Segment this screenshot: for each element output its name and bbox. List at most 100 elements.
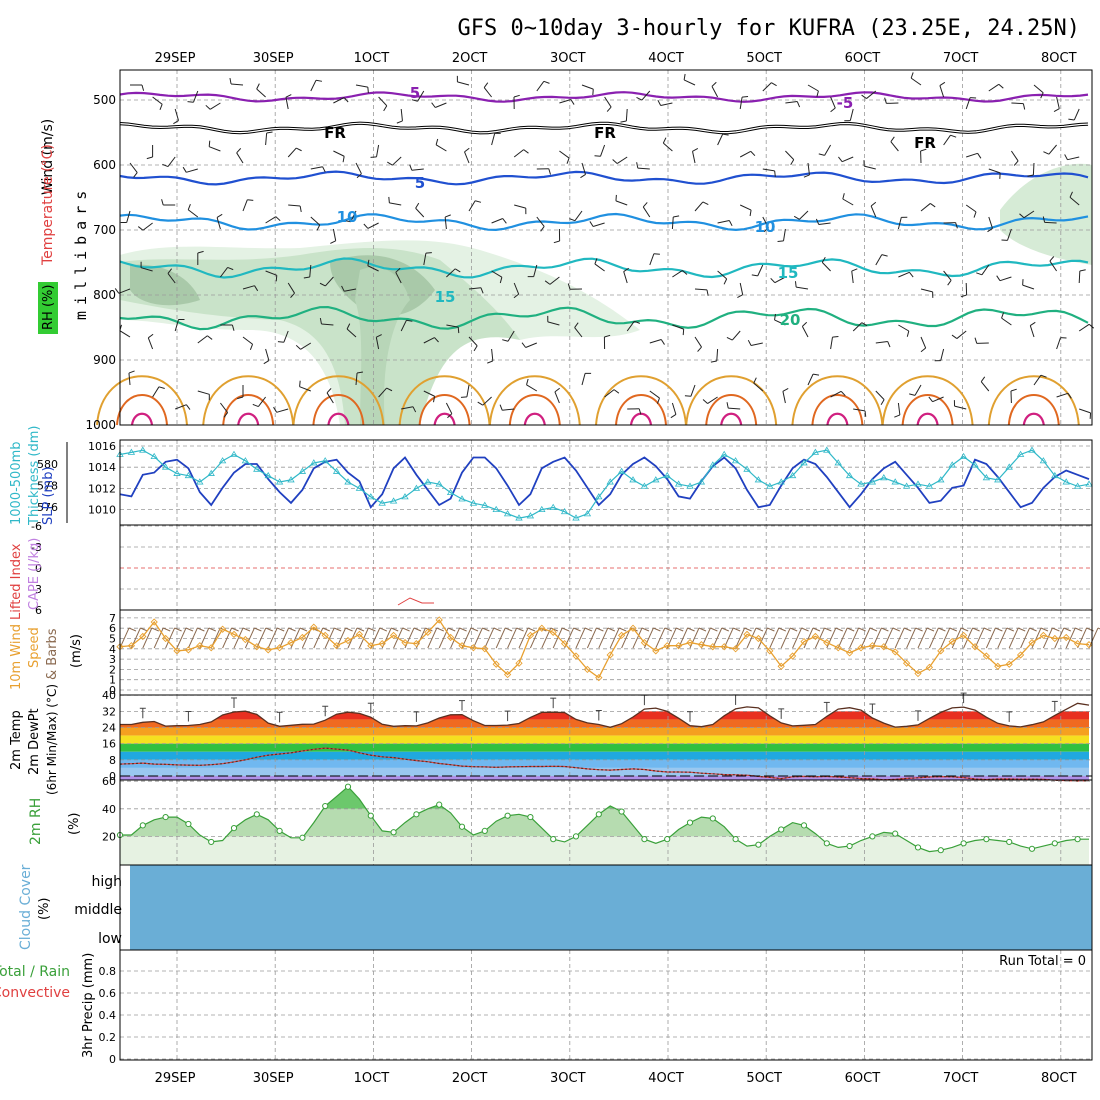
surface-wind-barb-flag (356, 627, 365, 632)
wind-barb (491, 348, 494, 361)
slp-marker (230, 450, 238, 457)
wind-barb (140, 267, 153, 272)
wind-barb (142, 222, 153, 231)
rh2m-marker (641, 836, 648, 843)
wind-barb (346, 328, 357, 338)
surface-wind-barb (963, 627, 974, 649)
date-label-top: 1OCT (354, 51, 390, 66)
wind-barb-flag (477, 401, 484, 406)
wind-barb-flag (395, 267, 401, 273)
wind-barb (507, 330, 515, 342)
wind-speed-marker (674, 642, 683, 650)
rh2m-marker (1028, 845, 1036, 852)
rh2m-marker (322, 802, 329, 810)
wind-speed-marker (1028, 638, 1036, 647)
temp-band (120, 776, 1089, 780)
surface-wind-barb-flag (676, 627, 684, 632)
wind-barb-flag (406, 319, 413, 322)
wind-speed-marker (595, 674, 603, 682)
wind-barb-flag (370, 156, 377, 158)
wind-barb-flag (802, 321, 808, 327)
tick-label: 4 (109, 643, 116, 656)
wind-barb (197, 390, 210, 395)
slp-marker (982, 474, 991, 481)
tick-label: 1010 (88, 504, 116, 517)
surface-wind-barb (244, 627, 255, 649)
wind-speed-marker (526, 631, 535, 640)
wind-barb (965, 97, 971, 110)
contour-30 (901, 394, 954, 426)
tick-label: 700 (93, 223, 116, 237)
surface-wind-barb-flag (562, 627, 570, 632)
upper-wind-barbs (114, 72, 1095, 419)
wind-barb-flag (1027, 174, 1034, 177)
date-label-top: 7OCT (943, 51, 979, 66)
tick-label: -3 (31, 541, 42, 554)
wind-barb (378, 387, 388, 398)
wind-barb (415, 207, 425, 218)
surface-wind-barb-flag (835, 627, 843, 632)
wind-barb-flag (574, 322, 579, 328)
wind-barb-flag (454, 268, 461, 273)
slp-marker (766, 482, 774, 489)
contour-35 (130, 412, 154, 426)
surface-wind-barb-flag (778, 627, 786, 632)
lifted-index-label: Lifted Index (9, 543, 24, 620)
surface-wind-barb-flag (904, 627, 912, 632)
slp-marker (971, 461, 979, 468)
wind-barb (728, 407, 741, 410)
thickness-label-1: 1000-500mb (9, 441, 24, 525)
temp2m-label-3: (6hr Min/Max) (°C) (45, 684, 59, 795)
wind-barb (841, 156, 854, 163)
rh2m-marker (618, 808, 625, 815)
wind-barb (690, 384, 696, 397)
rh-band-mid (120, 808, 1089, 837)
slp-marker (401, 493, 409, 500)
surface-wind-barb-flag (288, 627, 296, 632)
wind-barb (796, 286, 809, 290)
surface-wind-barb (165, 627, 176, 649)
wind-barb (830, 96, 836, 109)
wind-barb-flag (1001, 312, 1005, 319)
wind-barb-flag (771, 82, 777, 87)
wind-barb (824, 144, 832, 156)
rh2m-marker (299, 834, 306, 841)
wind-barb (939, 85, 945, 98)
wind-speed-marker (868, 642, 877, 650)
contour-labels: 5 FR FR FR -5 5 10 10 15 15 20 (324, 84, 936, 329)
surface-wind-barb (1042, 627, 1053, 649)
wind-barb-flag (751, 274, 758, 277)
wind-barb-flag (636, 162, 639, 169)
wind-barb-flag (821, 256, 826, 263)
surface-wind-barb-flag (596, 627, 604, 632)
date-labels-top: 29SEP 30SEP 1OCT 2OCT 3OCT 4OCT 5OCT 6OCT 7OCT 8O… (155, 51, 1077, 66)
slp-marker (994, 476, 1002, 483)
wind10m-label-2: Speed (27, 627, 42, 668)
date-labels-bottom: 29SEP 30SEP 1OCT 2OCT 3OCT 4OCT 5OCT 6OCT 7OCT 8O… (155, 1071, 1077, 1086)
thickness-grid (120, 440, 1092, 525)
contour-label: 20 (780, 311, 801, 329)
surface-wind-barb (917, 627, 928, 649)
wind-speed-marker (355, 630, 364, 639)
contour-label: 15 (435, 288, 456, 306)
rh2m-label: 2m RH (28, 798, 44, 845)
wind-barb (604, 96, 612, 108)
wind-speed-marker (652, 647, 660, 655)
temp2m-panel: 40 32 24 16 8 0 2m Temp 2m DewPt (6hr Min/Max… (9, 684, 1093, 795)
contour-25 (202, 375, 295, 426)
rh2m-marker (1006, 838, 1013, 846)
surface-wind-barb-flag (926, 627, 935, 632)
wind-barb (807, 162, 810, 175)
wind-barb (513, 149, 524, 158)
wind-barb (326, 392, 334, 404)
slp-marker (595, 493, 603, 500)
wind-barb-flag (187, 204, 191, 210)
slp-marker (1062, 478, 1070, 485)
wind-barb-flag (356, 371, 364, 374)
slp-marker (663, 471, 671, 479)
rh2m-panel: 60 40 20 2m RH (%) (28, 775, 1093, 866)
contour-30 (811, 394, 864, 426)
wind-speed-marker (583, 665, 592, 674)
wind-speed-marker (184, 646, 193, 654)
wind-barb (851, 271, 854, 284)
